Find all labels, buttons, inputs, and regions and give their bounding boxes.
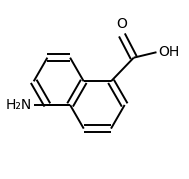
Text: H₂N: H₂N (6, 98, 32, 112)
Text: OH: OH (158, 45, 180, 59)
Text: O: O (116, 17, 127, 31)
